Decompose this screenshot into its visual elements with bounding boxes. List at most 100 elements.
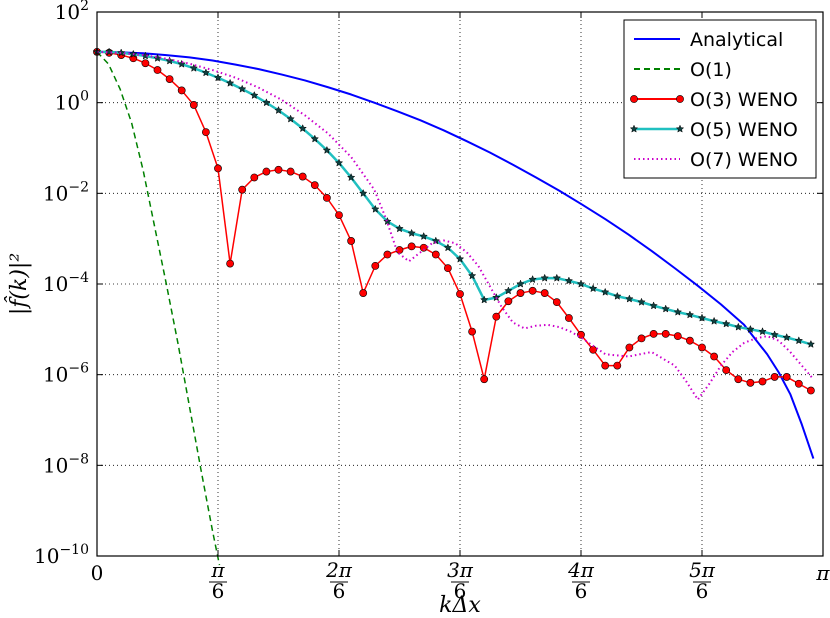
y-tick-label: 10−6 (43, 361, 89, 387)
data-point (734, 322, 743, 331)
data-point (552, 273, 562, 282)
x-axis-label: kΔx (439, 593, 481, 618)
data-point (710, 352, 719, 361)
data-point (637, 297, 646, 306)
x-tick-label-numerator: 3π (447, 558, 474, 582)
legend-label: O(5) WENO (690, 119, 798, 141)
series-3 (92, 47, 816, 348)
data-point (806, 339, 816, 348)
data-point (698, 343, 706, 352)
data-point (262, 98, 271, 107)
data-point (661, 329, 670, 338)
data-point (322, 193, 331, 202)
data-point (588, 284, 598, 293)
data-point (564, 314, 573, 322)
data-point (177, 86, 186, 95)
data-point (431, 250, 440, 259)
legend-label: O(1) (690, 59, 732, 81)
axis-layer: 0 π62π63π64π65π6π10−1010−810−610−410−2100… (5, 0, 830, 618)
data-point (455, 254, 465, 263)
x-tick-label-numerator: 2π (325, 558, 353, 582)
data-point (383, 250, 392, 259)
series-line (96, 50, 815, 459)
y-tick-label: 10−8 (43, 451, 89, 477)
data-point (613, 291, 622, 300)
series-1 (96, 51, 221, 566)
legend-marker (629, 124, 639, 133)
x-tick-label-denominator: 6 (696, 579, 709, 603)
x-tick-label-numerator: 5π (689, 558, 716, 582)
series-0 (96, 50, 815, 459)
legend-marker (630, 95, 638, 103)
data-point (685, 336, 694, 345)
data-point (237, 84, 247, 93)
data-point (758, 377, 767, 386)
data-point (189, 101, 198, 109)
x-tick-label: π (815, 561, 830, 585)
data-point (310, 181, 319, 190)
data-point (782, 373, 791, 381)
data-point (335, 211, 343, 219)
data-point (456, 290, 464, 298)
data-point (722, 366, 731, 375)
x-tick-label-denominator: 6 (212, 579, 225, 603)
data-point (637, 334, 646, 343)
data-point (214, 164, 222, 173)
data-point (322, 145, 332, 154)
data-point (528, 275, 537, 284)
data-point (782, 333, 791, 342)
data-point (492, 293, 501, 302)
data-point (347, 237, 356, 245)
data-point (709, 316, 719, 325)
data-point (770, 330, 779, 339)
data-point (673, 307, 683, 316)
data-point (721, 319, 731, 328)
data-point (794, 336, 804, 345)
data-point (116, 48, 126, 57)
data-point (298, 172, 307, 181)
data-point (371, 204, 380, 213)
y-tick-label: 10−10 (34, 542, 89, 568)
data-point (806, 386, 815, 395)
series-layer (92, 47, 816, 566)
data-point (589, 345, 598, 354)
data-point (673, 332, 682, 341)
data-point (238, 185, 247, 194)
data-point (564, 276, 574, 285)
y-tick-label: 10−2 (43, 179, 89, 205)
data-point (443, 243, 453, 252)
data-point (613, 361, 622, 370)
data-point (577, 330, 585, 339)
data-point (346, 173, 356, 182)
data-point (371, 261, 380, 270)
data-point (625, 294, 634, 303)
data-point (794, 379, 803, 388)
data-point (274, 165, 283, 174)
data-point (479, 295, 489, 304)
x-tick-label-denominator: 6 (454, 579, 467, 603)
x-tick-label-numerator: π (210, 558, 225, 582)
x-tick-label: 0 (91, 561, 104, 585)
y-tick-label: 10−4 (43, 270, 89, 296)
data-point (226, 259, 235, 268)
data-point (213, 73, 223, 82)
data-point (516, 289, 525, 297)
data-point (141, 59, 150, 68)
data-point (504, 286, 513, 295)
data-point (250, 173, 259, 182)
x-tick-label-denominator: 6 (575, 579, 588, 603)
x-tick-label-numerator: 4π (567, 558, 595, 582)
data-point (395, 224, 404, 233)
legend-marker (675, 124, 685, 133)
data-point (649, 329, 658, 338)
data-point (504, 297, 513, 306)
data-point (443, 264, 452, 273)
legend-label: O(3) WENO (690, 89, 798, 111)
legend: Analytical O(1) O(3) WENO O(5) WENO O(7) WEN… (623, 19, 817, 179)
data-point (625, 343, 634, 352)
data-point (250, 90, 259, 100)
data-point (419, 243, 428, 252)
data-point (467, 271, 477, 280)
y-tick-label: 102 (55, 0, 89, 24)
